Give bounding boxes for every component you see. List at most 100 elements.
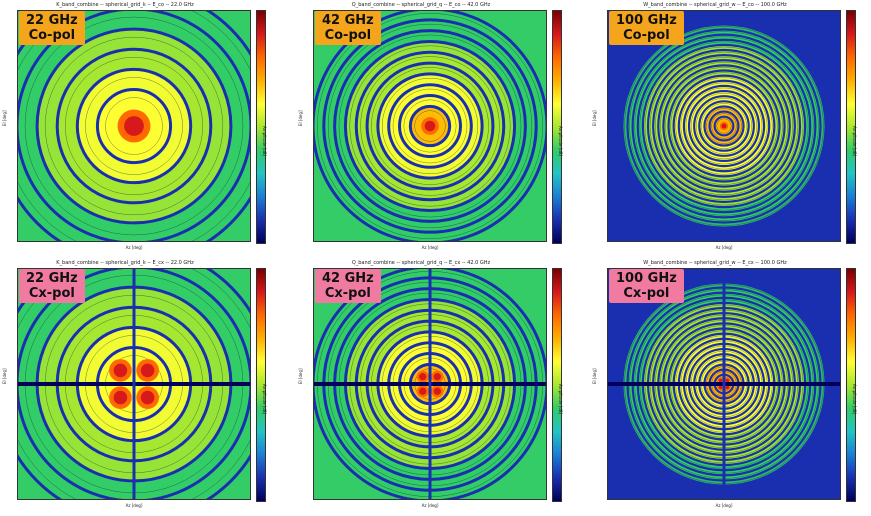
null-ring (621, 23, 827, 229)
y-axis-label: El [deg] (592, 368, 597, 384)
plot-frame (313, 268, 547, 500)
heatmap-svg (313, 10, 547, 242)
null-ring (333, 29, 527, 223)
contour-line (660, 62, 788, 190)
heatmap-svg (17, 268, 251, 500)
null-ring (708, 110, 740, 142)
contour-line (360, 56, 500, 196)
colorbar (846, 10, 856, 244)
panel-k-cx: K_band_combine -- spherical_grid_k -- E_… (0, 258, 280, 508)
badge-polarization: Cx-pol (623, 286, 670, 301)
null-ring (667, 69, 781, 183)
badge-frequency: 100 GHz (616, 13, 677, 28)
y-axis-label: El [deg] (592, 110, 597, 126)
badge-polarization: Co-pol (324, 28, 372, 43)
xpol-lobe-core (725, 378, 730, 383)
y-axis-label: El [deg] (2, 110, 7, 126)
null-ring (343, 39, 517, 213)
badge-polarization: Cx-pol (28, 286, 75, 301)
null-ring (75, 67, 193, 185)
null-ring (703, 105, 745, 147)
null-ring (682, 84, 766, 168)
badge-frequency: 22 GHz (26, 13, 78, 28)
null-ring (677, 79, 771, 173)
contour-line (371, 67, 489, 185)
contour-line (665, 67, 783, 185)
plot-title: W_band_combine -- spherical_grid_w -- E_… (643, 260, 787, 266)
contour-line (403, 99, 457, 153)
null-ring (376, 72, 484, 180)
badge-polarization: Co-pol (623, 28, 670, 43)
null-ring (657, 59, 791, 193)
contour-line (639, 41, 809, 211)
contour-line (381, 77, 479, 175)
y-axis-label: El [deg] (298, 110, 303, 126)
badge-frequency: 42 GHz (322, 271, 374, 286)
plot-frame (17, 268, 251, 500)
vertical-null (722, 268, 726, 500)
xpol-lobe-core (433, 387, 441, 395)
plot-frame (607, 10, 841, 242)
badge-frequency: 22 GHz (26, 271, 78, 286)
x-axis-label: Az [deg] (715, 245, 733, 250)
heatmap-plot: 100 GHz Co-pol (607, 10, 841, 242)
plot-title: K_band_combine -- spherical_grid_k -- E_… (56, 2, 194, 8)
null-ring (713, 115, 735, 137)
main-beam-core (124, 116, 144, 136)
null-ring (693, 95, 755, 157)
null-ring (408, 104, 452, 148)
frequency-badge: 42 GHz Co-pol (315, 11, 381, 45)
heatmap-svg (313, 268, 547, 500)
y-axis-label: El [deg] (2, 368, 7, 384)
contour-line (654, 56, 794, 196)
x-axis-label: Az [deg] (125, 245, 143, 250)
colorbar-label: Amplitude [dB] (852, 384, 857, 415)
plot-title: Q_band_combine -- spherical_grid_q -- E_… (351, 260, 491, 266)
null-ring (646, 48, 802, 204)
contour-line (680, 82, 768, 170)
contour-line (695, 97, 753, 155)
contour-line (629, 31, 819, 221)
plot-title: W_band_combine -- spherical_grid_w -- E_… (643, 2, 787, 8)
heatmap-plot: 22 GHz Co-pol (17, 10, 251, 242)
null-ring (354, 50, 506, 202)
xpol-lobe-core (140, 363, 155, 378)
colorbar-label: Amplitude [dB] (852, 126, 857, 157)
contour-line (349, 45, 511, 207)
colorbar-label: Amplitude [dB] (558, 126, 563, 157)
frequency-badge: 100 GHz Cx-pol (609, 269, 684, 303)
colorbar (552, 10, 562, 244)
contour-line (44, 36, 224, 216)
x-axis-label: Az [deg] (715, 503, 733, 508)
contour-line (414, 110, 446, 142)
heatmap-svg (607, 268, 841, 500)
colorbar (552, 268, 562, 502)
contour-line (649, 51, 799, 201)
contour-line (685, 87, 763, 165)
xpol-lobe-core (419, 373, 427, 381)
xpol-lobe-core (433, 373, 441, 381)
null-ring (636, 38, 812, 214)
null-ring (322, 18, 538, 234)
x-axis-label: Az [deg] (421, 245, 439, 250)
contour-line (670, 72, 778, 180)
badge-polarization: Co-pol (28, 28, 76, 43)
contour-line (690, 92, 758, 160)
panel-w-cx: W_band_combine -- spherical_grid_w -- E_… (590, 258, 870, 508)
main-beam-core (424, 120, 436, 132)
xpol-lobe-core (718, 385, 723, 390)
xpol-lobe-core (113, 390, 128, 405)
contour-line (65, 57, 203, 195)
frequency-badge: 42 GHz Cx-pol (315, 269, 381, 303)
plot-title: Q_band_combine -- spherical_grid_q -- E_… (351, 2, 491, 8)
contour-line (624, 26, 824, 226)
plot-frame (313, 10, 547, 242)
contour-line (317, 13, 543, 239)
colorbar-label: Amplitude [dB] (558, 384, 563, 415)
heatmap-svg (607, 10, 841, 242)
null-ring (387, 83, 473, 169)
null-ring (641, 43, 807, 209)
xpol-lobe-core (718, 378, 723, 383)
contour-line (327, 23, 533, 229)
frequency-badge: 22 GHz Cx-pol (19, 269, 85, 303)
